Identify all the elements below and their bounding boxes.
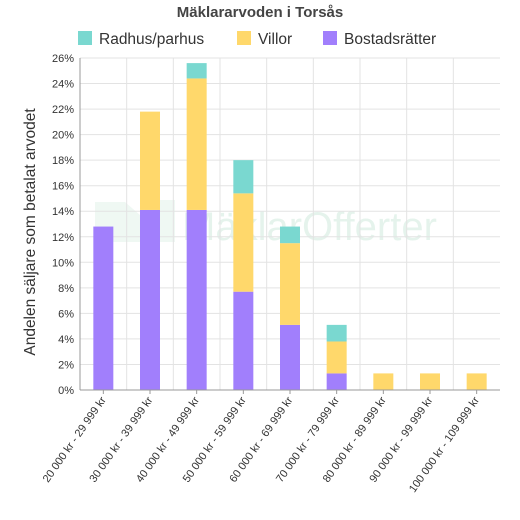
legend-item[interactable]: Radhus/parhus xyxy=(78,31,204,48)
y-tick-label: 18% xyxy=(52,155,74,167)
y-tick-label: 8% xyxy=(58,283,74,295)
legend-item[interactable]: Bostadsrätter xyxy=(323,31,436,48)
bar-segment xyxy=(326,341,347,374)
y-tick-label: 20% xyxy=(52,130,74,142)
chart-title: Mäklararvoden i Torsås xyxy=(177,4,343,21)
bar-segment xyxy=(140,111,160,210)
bar-segment xyxy=(186,78,207,210)
bar-segment xyxy=(280,324,300,390)
y-axis-ticks: 0% 2% 4% 6% 8% 10% 12% 14% 16% 18% 20% 22% 24% 26% xyxy=(52,53,74,397)
bar-segment xyxy=(233,193,254,292)
legend-label: Villor xyxy=(258,31,292,48)
bar-segment xyxy=(466,373,487,390)
y-tick-label: 14% xyxy=(52,206,74,218)
y-tick-label: 0% xyxy=(58,385,74,397)
bar-segment xyxy=(186,209,207,390)
y-tick-label: 6% xyxy=(58,308,74,320)
bar-segment xyxy=(326,373,347,390)
y-tick-label: 16% xyxy=(52,181,74,193)
legend-swatch xyxy=(78,31,92,45)
y-tick-label: 22% xyxy=(52,104,74,116)
bar-segment xyxy=(280,226,300,244)
bar-segment xyxy=(186,63,207,79)
y-tick-label: 12% xyxy=(52,232,74,244)
y-tick-label: 24% xyxy=(52,79,74,91)
bar-segment xyxy=(280,243,300,325)
bars xyxy=(93,63,487,390)
y-tick-label: 4% xyxy=(58,334,74,346)
bar-segment xyxy=(233,291,254,390)
y-tick-label: 2% xyxy=(58,359,74,371)
legend-label: Bostadsrätter xyxy=(344,31,436,48)
bar-segment xyxy=(140,209,160,390)
legend: Radhus/parhus Villor Bostadsrätter xyxy=(78,31,436,48)
bar-segment xyxy=(93,226,114,390)
bar-segment xyxy=(420,373,440,390)
legend-swatch xyxy=(323,31,337,45)
legend-label: Radhus/parhus xyxy=(99,31,204,48)
bar-segment xyxy=(233,160,254,194)
watermark-text: MäklarOfferter xyxy=(182,205,437,249)
bar-segment xyxy=(373,373,394,390)
y-axis-label: Andelen säljare som betalat arvodet xyxy=(22,108,39,356)
legend-item[interactable]: Villor xyxy=(237,31,292,48)
bar-segment xyxy=(326,324,347,342)
y-tick-label: 10% xyxy=(52,257,74,269)
legend-swatch xyxy=(237,31,251,45)
y-tick-label: 26% xyxy=(52,53,74,65)
